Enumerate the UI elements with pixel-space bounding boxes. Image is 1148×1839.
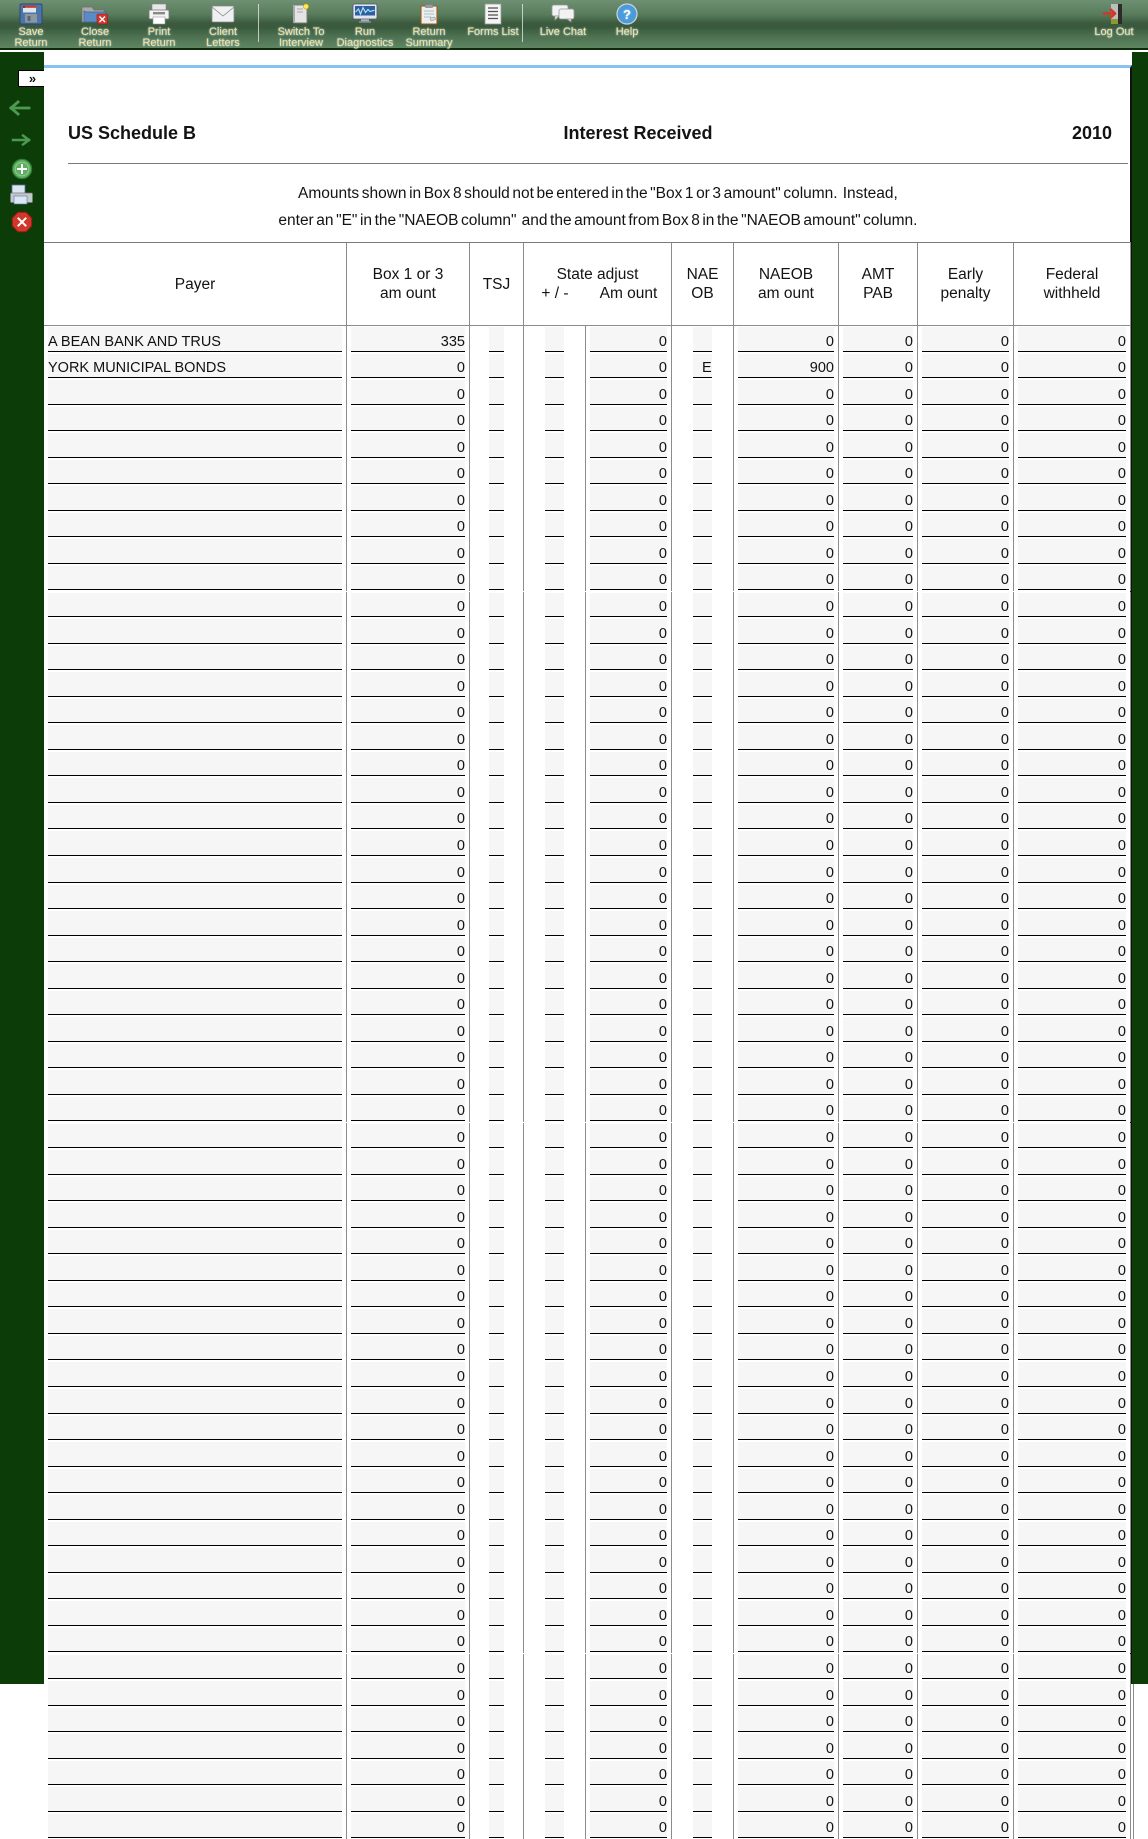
svg-text:?: ? bbox=[623, 7, 631, 22]
